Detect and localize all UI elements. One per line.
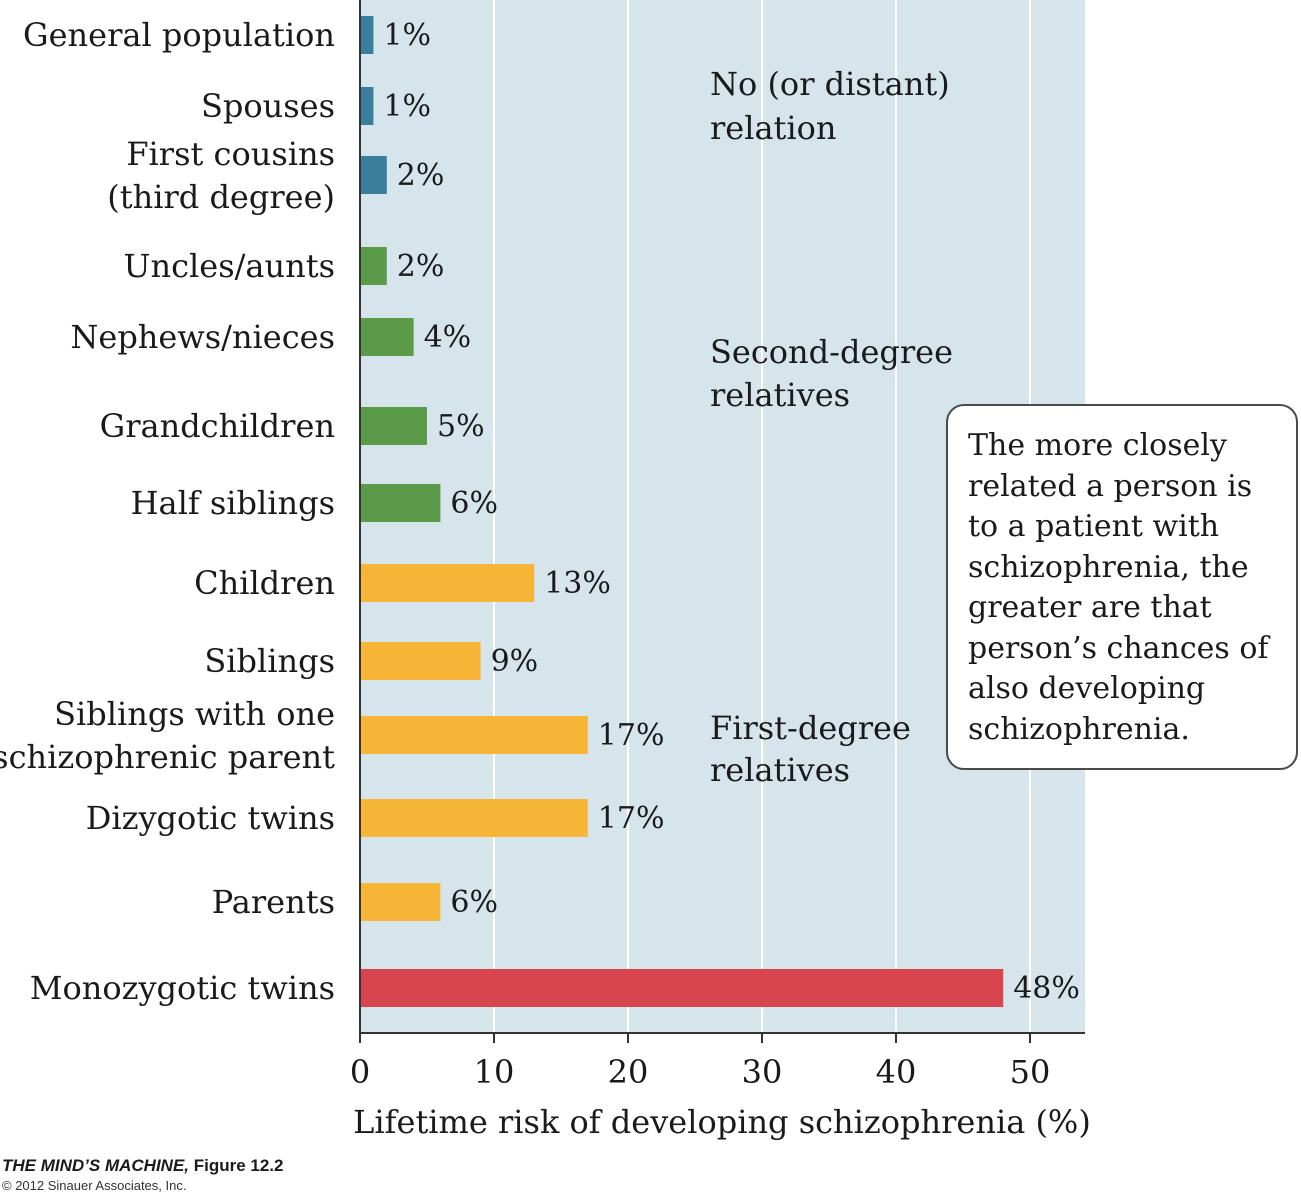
group-label: First-degree relatives [710,709,911,789]
bar [360,484,441,522]
credit-title: THE MIND’S MACHINE, Figure 12.2 [2,1155,283,1177]
category-label: Dizygotic twins [86,799,335,837]
bar [360,156,387,194]
bar [360,247,387,285]
category-label: Spouses [201,87,335,125]
category-label: Half siblings [131,484,335,522]
axes [359,0,1085,1034]
bar [360,318,414,356]
gridlines [493,0,1031,1033]
value-labels: 1% 1% 2% 2% 4% 5% 6% 13% 9% 17% 17% 6% 48% [383,18,1079,1006]
bar [360,883,441,921]
bar [360,87,374,125]
value-label: 17% [598,801,665,836]
group-label: No (or distant) relation [710,65,950,147]
value-label: 6% [450,486,498,521]
bar [360,716,588,754]
x-tick-label: 50 [1010,1053,1051,1091]
category-label: Grandchildren [100,407,335,445]
category-label: Parents [212,883,335,921]
figure-credit: THE MIND’S MACHINE, Figure 12.2 © 2012 S… [2,1155,283,1195]
bars [360,16,1004,1007]
value-label: 1% [383,89,431,124]
credit-figure-number: Figure 12.2 [189,1156,284,1175]
bar [360,642,481,680]
value-label: 13% [544,566,611,601]
category-label: Siblings [204,642,335,680]
value-label: 9% [491,644,539,679]
value-label: 4% [424,320,472,355]
x-ticks: 0 10 20 30 40 50 [350,1033,1051,1091]
bar [360,407,427,445]
value-label: 1% [383,18,431,53]
group-label: Second-degree relatives [710,333,953,414]
x-tick-label: 0 [350,1053,370,1091]
group-labels: No (or distant) relation Second-degree rela… [710,65,953,789]
value-label: 2% [397,158,445,193]
bar [360,564,535,602]
category-label: Nephews/nieces [70,318,335,356]
credit-book-title: THE MIND’S MACHINE, [2,1156,189,1175]
category-label: Monozygotic twins [30,969,335,1007]
credit-copyright: © 2012 Sinauer Associates, Inc. [2,1178,187,1193]
category-label: Uncles/aunts [124,247,335,285]
category-label: First cousins (third degree) [107,135,335,216]
value-label: 48% [1013,971,1080,1006]
category-label: Children [194,564,335,602]
bar [360,969,1004,1007]
category-label: Siblings with one schizophrenic parent [0,695,335,776]
value-label: 2% [397,249,445,284]
value-label: 6% [450,885,498,920]
value-label: 5% [437,409,485,444]
x-tick-label: 30 [742,1053,783,1091]
callout-box: The more closely related a person is to … [946,404,1298,770]
category-labels: General population Spouses First cousins (t… [0,16,335,1007]
bar [360,799,588,837]
x-tick-label: 20 [608,1053,649,1091]
category-label: General population [23,16,335,54]
x-tick-label: 10 [474,1053,515,1091]
x-axis-title: Lifetime risk of developing schizophreni… [353,1103,1091,1141]
value-label: 17% [598,718,665,753]
bar [360,16,374,54]
x-tick-label: 40 [876,1053,917,1091]
